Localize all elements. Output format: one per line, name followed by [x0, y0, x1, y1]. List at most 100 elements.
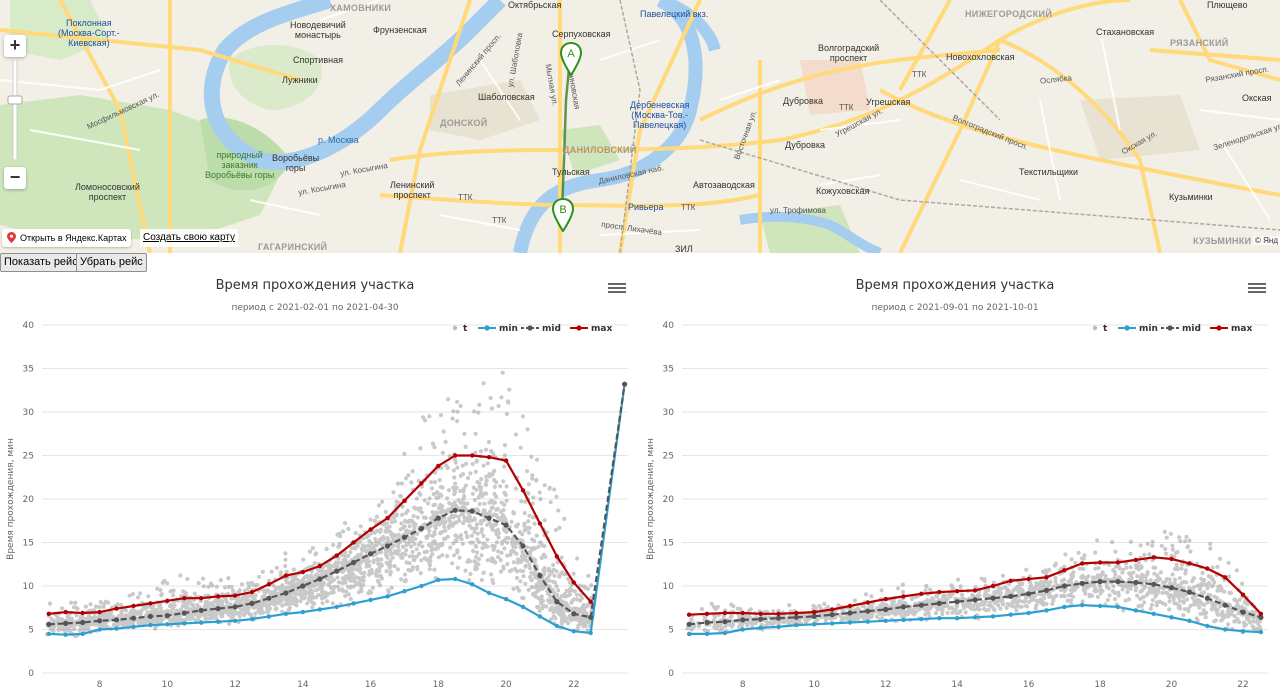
data-point-t: [470, 540, 475, 545]
data-point-t: [442, 520, 447, 525]
data-point-t: [574, 606, 579, 611]
data-point-t: [306, 585, 311, 590]
data-point-t: [552, 573, 557, 578]
data-point-t: [302, 595, 307, 600]
open-in-yandex-maps-button[interactable]: Открыть в Яндекс.Картах: [2, 229, 132, 247]
data-point-t: [576, 623, 581, 628]
data-point-t: [278, 570, 283, 575]
data-point-t: [474, 566, 480, 571]
zoom-in-button[interactable]: +: [4, 35, 26, 57]
data-point-t: [1227, 574, 1232, 579]
data-point-t: [341, 568, 346, 573]
data-point-t: [490, 577, 495, 582]
hide-trip-button[interactable]: Убрать рейс: [76, 253, 147, 272]
data-point-t: [986, 607, 991, 612]
data-point-t: [83, 624, 88, 629]
map-copyright[interactable]: © Янд: [1253, 236, 1280, 245]
chart-menu-icon[interactable]: [608, 281, 626, 295]
data-point-t: [123, 607, 128, 612]
data-point-t: [485, 461, 490, 466]
map-label-stakhanovskaya: Стахановская: [1096, 27, 1155, 37]
data-point-t: [554, 494, 559, 499]
data-point-t: [1141, 595, 1146, 600]
data-point-t: [443, 536, 448, 541]
map-label-kuzminki-district: КУЗЬМИНКИ: [1193, 236, 1252, 246]
data-point-t: [206, 608, 211, 613]
data-point-t: [144, 618, 149, 623]
data-point-t: [226, 584, 231, 590]
data-point-t: [562, 516, 567, 521]
data-point-t: [435, 490, 440, 495]
data-point-t: [877, 611, 882, 616]
data-point-t: [128, 611, 133, 616]
data-point-t: [531, 592, 536, 597]
data-point-t: [322, 595, 327, 600]
data-point-t: [474, 544, 479, 549]
data-point-t: [283, 601, 288, 607]
data-point-t: [525, 545, 530, 550]
data-point-t: [307, 549, 313, 554]
data-point-t: [301, 596, 306, 601]
data-point-t: [410, 539, 415, 544]
data-point-t: [969, 606, 975, 611]
data-point-t: [772, 620, 777, 625]
data-point-t: [383, 509, 388, 514]
data-point-t: [577, 583, 583, 588]
data-point-t: [129, 619, 134, 624]
data-point-t: [580, 607, 585, 612]
data-point-t: [442, 536, 447, 542]
data-point-t: [462, 431, 467, 436]
data-point-t: [383, 551, 389, 556]
data-point-t: [580, 620, 585, 626]
data-point-t: [745, 623, 750, 628]
data-point-t: [1083, 575, 1088, 580]
data-point-t: [1044, 601, 1049, 606]
data-point-t: [310, 604, 315, 610]
data-point-t: [514, 524, 519, 529]
show-trip-button[interactable]: Показать рейс: [0, 253, 82, 272]
data-point-t: [924, 584, 929, 589]
data-point-t: [547, 600, 552, 605]
data-point-t: [213, 598, 218, 603]
data-point-t: [50, 625, 55, 630]
route-marker-b-icon[interactable]: B: [552, 198, 574, 232]
data-point-t: [340, 562, 345, 567]
data-point-t: [518, 445, 523, 450]
data-point-t: [508, 552, 513, 557]
data-point-t: [359, 571, 364, 576]
data-point-t: [312, 583, 317, 588]
data-point-t: [451, 485, 456, 490]
data-point-t: [415, 565, 420, 570]
data-point-t: [468, 540, 473, 545]
data-point-t: [1220, 616, 1225, 621]
data-point-t: [66, 625, 71, 630]
chart-menu-icon[interactable]: [1248, 281, 1266, 295]
data-point-t: [540, 599, 545, 604]
data-point-t: [129, 610, 135, 615]
create-own-map-link[interactable]: Создать свою карту: [140, 229, 239, 247]
data-point-t: [1229, 610, 1234, 615]
data-point-t: [986, 603, 991, 608]
data-point-t: [1112, 576, 1117, 581]
data-point-mid: [1043, 587, 1050, 593]
data-point-t: [208, 612, 213, 617]
data-point-t: [273, 588, 278, 593]
data-point-t: [343, 557, 348, 563]
data-point-t: [1175, 589, 1181, 594]
data-point-max: [883, 596, 888, 602]
data-point-t: [399, 555, 404, 560]
data-point-t: [319, 585, 324, 590]
data-point-t: [515, 522, 521, 527]
data-point-min: [588, 630, 593, 636]
map-widget[interactable]: ХАМОВНИКИ НИЖЕГОРОДСКИЙ РЯЗАНСКИЙ ДОНСКО…: [0, 0, 1280, 253]
zoom-out-button[interactable]: −: [4, 167, 26, 189]
data-point-max: [1258, 611, 1264, 616]
data-point-t: [1226, 622, 1231, 627]
data-point-t: [709, 601, 714, 606]
data-point-t: [351, 572, 356, 577]
data-point-t: [924, 583, 929, 588]
zoom-slider[interactable]: [7, 60, 23, 160]
data-point-t: [215, 601, 220, 606]
route-marker-a-icon[interactable]: A: [560, 42, 582, 76]
data-point-t: [472, 517, 477, 522]
